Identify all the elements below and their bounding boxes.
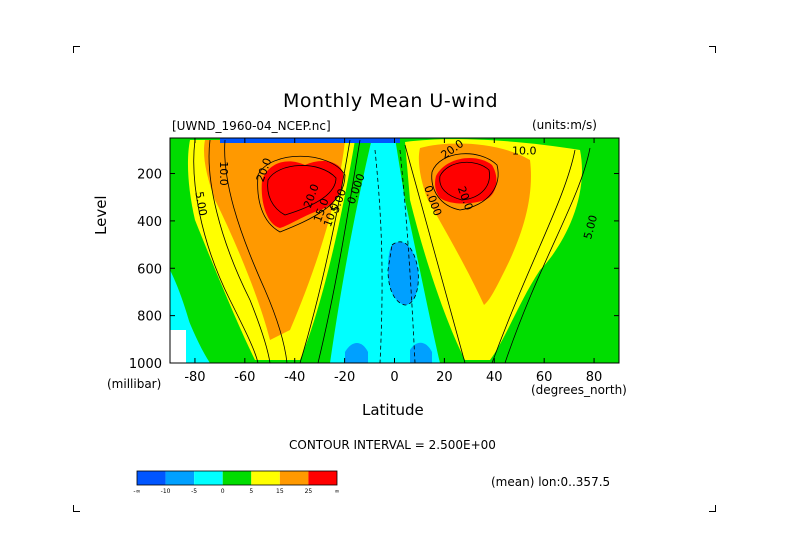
- field-white-patch: [170, 330, 186, 363]
- x-tick-label: 40: [486, 370, 503, 385]
- chart-title: Monthly Mean U-wind: [283, 90, 499, 112]
- contour-label: 10.0: [512, 145, 537, 158]
- y-tick-label: 200: [137, 168, 162, 183]
- field-top-strip: [220, 138, 400, 143]
- crop-mark-top-left: [73, 46, 80, 53]
- field-red-north: [435, 158, 497, 204]
- colorbar-swatch: [137, 471, 166, 485]
- dataset-label: [UWND_1960-04_NCEP.nc]: [172, 119, 331, 133]
- field-blue-surface1: [345, 343, 368, 363]
- colorbar-label: -5: [191, 488, 197, 495]
- contour-negative-2: [399, 149, 416, 363]
- units-label: (units:m/s): [532, 118, 597, 132]
- x-tick-label: 80: [586, 370, 603, 385]
- contour-south-6: [257, 156, 346, 233]
- y-tick-label: 800: [137, 310, 162, 325]
- colorbar-swatch: [222, 471, 252, 485]
- contour-negative-3: [387, 241, 419, 306]
- colorbar-swatch: [279, 471, 309, 485]
- contour-north-4: [431, 153, 499, 211]
- contour-south-5: [317, 139, 361, 363]
- contour-north-2: [504, 147, 591, 363]
- crop-mark-top-right: [709, 46, 716, 53]
- x-tick-label: -40: [284, 370, 305, 385]
- crop-mark-bottom-left: [73, 505, 80, 512]
- field-red-south: [261, 160, 344, 228]
- y-tick-label: 400: [137, 215, 162, 230]
- colorbar-label: 5: [249, 488, 253, 495]
- colorbar-swatch: [165, 471, 195, 485]
- x-axis-title: Latitude: [362, 401, 424, 419]
- colorbar-label: -10: [161, 488, 171, 495]
- colorbar-swatch: [308, 471, 337, 485]
- contour-north-3: [491, 149, 576, 363]
- contour-north-5: [439, 162, 490, 201]
- footnote-label: (mean) lon:0..357.5: [491, 475, 611, 489]
- colorbar-swatch: [251, 471, 280, 485]
- y-ticks: 200 400 600 800 1000: [129, 168, 619, 372]
- x-tick-label: 0: [390, 370, 398, 385]
- y-tick-label: 1000: [129, 357, 162, 372]
- x-ticks: -80 -60 -40 -20 0 20 40 60 80: [184, 138, 602, 385]
- colorbar-label: ∞: [335, 488, 340, 495]
- x-tick-label: 20: [436, 370, 453, 385]
- contour-south-3: [224, 139, 288, 363]
- colorbar-frame: [136, 470, 338, 486]
- contour-label: 5.00: [581, 214, 600, 241]
- field-blue-equator: [388, 241, 419, 305]
- crop-mark-bottom-right: [709, 505, 716, 512]
- y-axis-unit: (millibar): [107, 377, 162, 391]
- colorbar-label: 0: [221, 488, 225, 495]
- colorbar-label: 15: [276, 488, 284, 495]
- contour-south-1: [193, 139, 259, 363]
- colorbar-label: 25: [305, 488, 313, 495]
- x-tick-label: 60: [536, 370, 553, 385]
- contour-negative-1: [374, 149, 383, 363]
- contour-north-1: [404, 144, 466, 363]
- colorbar-label: -∞: [133, 488, 140, 495]
- x-tick-label: -80: [184, 370, 205, 385]
- contour-south-4: [299, 139, 351, 363]
- contour-label: 10.0: [217, 161, 230, 186]
- contour-label: 5.00: [192, 191, 209, 217]
- colorbar: -∞ -10 -5 0 5 15 25 ∞: [133, 470, 340, 495]
- field-blue-surface2: [410, 342, 432, 363]
- x-tick-label: -60: [234, 370, 255, 385]
- x-axis-unit: (degrees_north): [531, 383, 627, 397]
- contour-south-7: [267, 165, 337, 216]
- contour-interval-label: CONTOUR INTERVAL = 2.500E+00: [289, 438, 496, 452]
- y-tick-label: 600: [137, 262, 162, 277]
- colorbar-swatch: [194, 471, 223, 485]
- contour-south-2: [208, 139, 271, 363]
- x-tick-label: -20: [334, 370, 355, 385]
